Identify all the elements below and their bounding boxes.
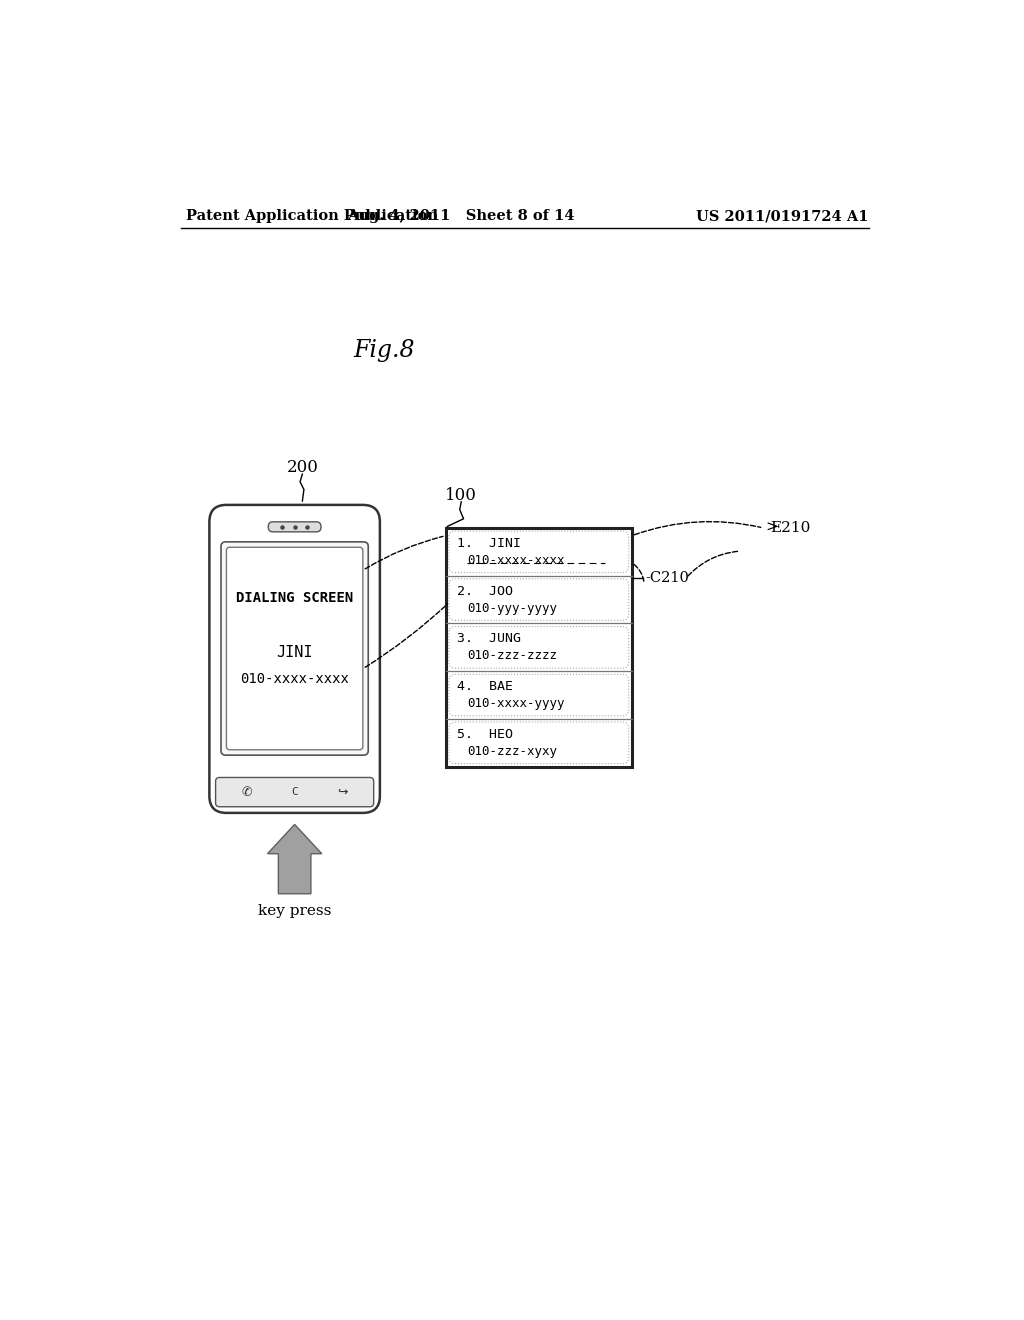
Text: US 2011/0191724 A1: US 2011/0191724 A1 [695,209,868,223]
Text: key press: key press [258,904,332,917]
FancyBboxPatch shape [226,548,362,750]
Text: JINI: JINI [276,645,313,660]
Text: 010-xxxx-xxxx: 010-xxxx-xxxx [467,554,565,568]
Text: ↪: ↪ [337,785,347,799]
FancyBboxPatch shape [449,722,629,763]
Text: 200: 200 [287,459,318,477]
Text: 1.  JINI: 1. JINI [457,537,520,549]
Text: C: C [291,787,298,797]
Bar [445,528,632,767]
Text: ✆: ✆ [242,785,252,799]
FancyBboxPatch shape [209,506,380,813]
FancyBboxPatch shape [449,531,629,573]
Text: 010-yyy-yyyy: 010-yyy-yyyy [467,602,557,615]
Text: 100: 100 [445,487,477,504]
FancyBboxPatch shape [449,627,629,668]
Text: Patent Application Publication: Patent Application Publication [186,209,438,223]
Polygon shape [267,825,322,894]
Text: 3.  JUNG: 3. JUNG [457,632,520,645]
FancyBboxPatch shape [268,521,321,532]
Text: >: > [765,521,778,535]
Text: 010-xxxx-xxxx: 010-xxxx-xxxx [241,672,349,686]
Text: Aug. 4, 2011   Sheet 8 of 14: Aug. 4, 2011 Sheet 8 of 14 [347,209,575,223]
Text: 010-zzz-zzzz: 010-zzz-zzzz [467,649,557,663]
Text: 2.  JOO: 2. JOO [457,585,513,598]
Text: 010-xxxx-yyyy: 010-xxxx-yyyy [467,697,565,710]
FancyBboxPatch shape [449,675,629,715]
FancyBboxPatch shape [449,579,629,620]
FancyBboxPatch shape [216,777,374,807]
Text: 5.  HEO: 5. HEO [457,727,513,741]
Text: E210: E210 [770,521,810,535]
Text: -C210: -C210 [645,572,689,585]
Text: Fig.8: Fig.8 [353,339,415,363]
Text: DIALING SCREEN: DIALING SCREEN [236,591,353,605]
Text: 4.  BAE: 4. BAE [457,680,513,693]
FancyBboxPatch shape [221,543,369,755]
Text: 010-zzz-xyxy: 010-zzz-xyxy [467,744,557,758]
